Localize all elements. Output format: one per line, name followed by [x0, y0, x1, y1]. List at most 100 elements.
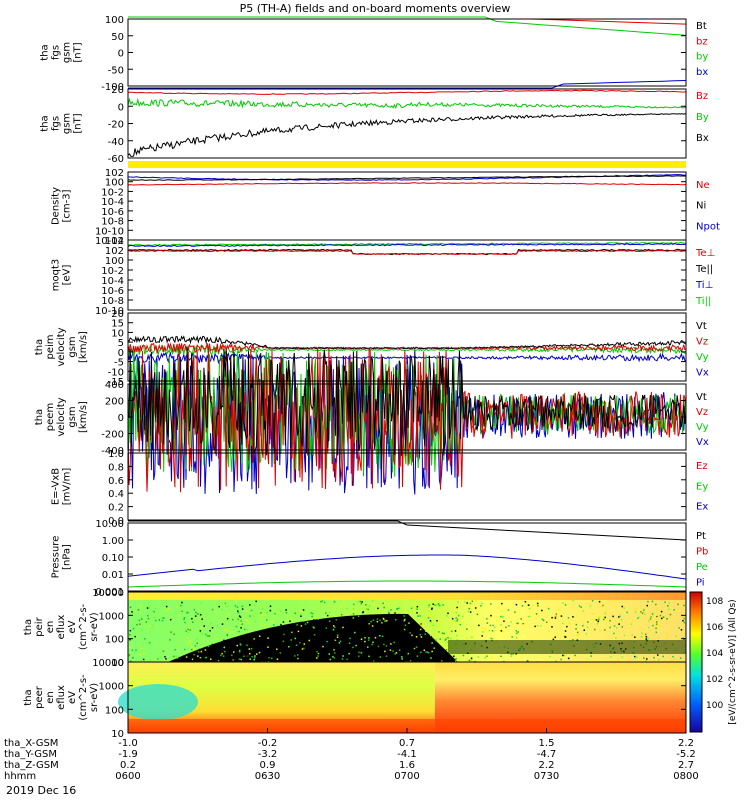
spectrogram-pixel	[502, 615, 504, 618]
legend-Ni: Ni	[696, 201, 706, 212]
spectrogram-pixel	[500, 615, 502, 618]
series-bx-line	[128, 80, 687, 89]
spectrogram-pixel	[141, 628, 143, 631]
spectrogram-pixel	[376, 620, 379, 623]
spectrogram-pixel	[302, 620, 305, 622]
spectrogram-pixel	[288, 645, 290, 648]
spectrogram-pixel	[439, 638, 441, 640]
spectrogram-pixel	[517, 631, 519, 633]
legend-Ey: Ey	[696, 481, 708, 492]
spectrogram-pixel	[341, 658, 344, 660]
legend-Ti: Ti||	[695, 296, 711, 307]
series-Vz-line	[127, 347, 687, 493]
y-tick-label: 100	[105, 705, 124, 716]
spectrogram-pixel	[258, 651, 261, 654]
spectrogram-pixel	[253, 615, 255, 617]
spectrogram-pixel	[249, 658, 252, 660]
spectrogram-pixel	[197, 655, 199, 657]
spectrogram-pixel	[128, 655, 130, 657]
spectrogram-pixel	[258, 635, 261, 638]
x-row-label: tha_Y-GSM	[4, 749, 57, 760]
legend-Vt: Vt	[696, 321, 707, 332]
spectrogram-pixel	[655, 631, 658, 634]
spectrogram-pixel	[352, 608, 355, 610]
spectrogram-pixel	[352, 646, 354, 649]
spectrogram-pixel	[577, 631, 579, 634]
spectrogram-pixel	[184, 648, 186, 651]
y-axis-label: Density	[51, 187, 62, 225]
spectrogram-pixel	[292, 651, 295, 653]
spectrogram-pixel	[187, 628, 189, 631]
spectrogram-pixel	[205, 633, 207, 636]
x-tick-label: 1.5	[539, 738, 555, 749]
spectrogram-pixel	[641, 632, 643, 634]
spectrogram-pixel	[141, 618, 143, 620]
y-axis-label: gsm	[67, 336, 78, 357]
spectrogram-pixel	[228, 630, 230, 633]
spectrogram-pixel	[657, 624, 659, 626]
spectrogram-pixel	[185, 656, 188, 658]
spectrogram-pixel	[493, 631, 495, 633]
y-tick-label: 10.00	[95, 519, 124, 530]
spectrogram-pixel	[492, 624, 494, 627]
spectrogram-pixel	[613, 625, 616, 627]
spectrogram-pixel	[191, 658, 194, 661]
spectrogram-pixel	[129, 629, 132, 632]
ion-spectrogram-low-band	[448, 640, 686, 654]
spectrogram-pixel	[585, 632, 588, 635]
spectrogram-pixel	[226, 633, 229, 636]
spectrogram-pixel	[199, 630, 202, 632]
spectrogram-pixel	[346, 658, 348, 661]
spectrogram-pixel	[196, 613, 199, 615]
spectrogram-pixel	[456, 634, 458, 637]
spectrogram-pixel	[239, 644, 242, 646]
spectrogram-pixel	[609, 626, 611, 629]
spectrogram-pixel	[398, 649, 401, 651]
spectrogram-pixel	[646, 658, 648, 660]
spectrogram-pixel	[428, 604, 430, 606]
spectrogram-pixel	[231, 654, 233, 657]
spectrogram-pixel	[326, 614, 329, 617]
spectrogram-pixel	[187, 611, 189, 614]
spectrogram-pixel	[425, 651, 427, 653]
spectrogram-pixel	[574, 654, 576, 657]
spectrogram-pixel	[597, 616, 600, 618]
spectrogram-pixel	[564, 604, 567, 606]
spectrogram-pixel	[248, 648, 251, 650]
spectrogram-pixel	[311, 612, 314, 615]
legend-bx: bx	[696, 67, 708, 78]
spectrogram-pixel	[516, 622, 518, 625]
spectrogram-pixel	[514, 611, 516, 613]
spectrogram-pixel	[348, 652, 350, 655]
spectrogram-pixel	[340, 605, 342, 608]
spectrogram-pixel	[303, 643, 306, 645]
spectrogram-pixel	[326, 640, 328, 643]
spectrogram-pixel	[371, 625, 374, 627]
spectrogram-pixel	[682, 619, 684, 622]
spectrogram-pixel	[241, 608, 244, 610]
spectrogram-pixel	[444, 639, 447, 641]
spectrogram-pixel	[195, 611, 197, 614]
spectrogram-pixel	[312, 626, 315, 628]
spectrogram-pixel	[317, 618, 319, 620]
spectrogram-pixel	[304, 623, 307, 625]
colorbar-tick-label: 108	[706, 597, 723, 607]
spectrogram-pixel	[395, 652, 398, 654]
y-tick-label: 10-2	[101, 266, 124, 277]
y-tick-label: 102	[105, 246, 124, 257]
y-axis-label: velocity	[56, 397, 67, 436]
spectrogram-pixel	[521, 605, 524, 607]
y-tick-label: 5	[118, 338, 124, 349]
spectrogram-pixel	[602, 618, 605, 621]
spectrogram-pixel	[191, 648, 193, 651]
spectrogram-pixel	[238, 658, 241, 660]
spectrogram-pixel	[215, 660, 217, 662]
spectrogram-pixel	[328, 653, 330, 655]
spectrogram-pixel	[486, 655, 488, 657]
y-tick-label: -400	[101, 446, 124, 457]
spectrogram-pixel	[626, 611, 628, 614]
spectrogram-pixel	[431, 608, 433, 610]
y-axis-label: E=-VxB	[51, 468, 62, 505]
spectrogram-pixel	[529, 615, 531, 618]
spectrogram-pixel	[443, 658, 446, 661]
